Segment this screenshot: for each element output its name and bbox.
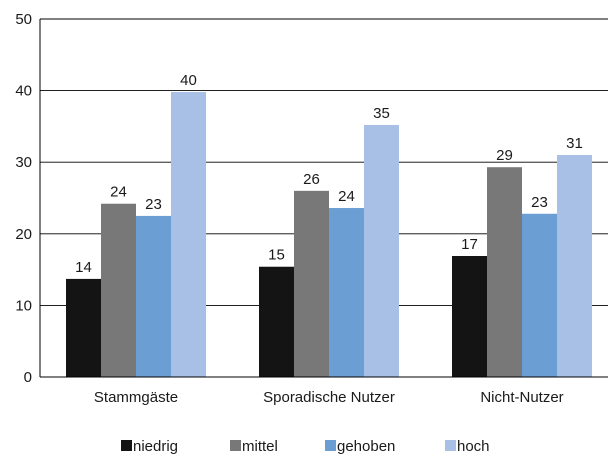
data-label: 29 <box>496 147 513 164</box>
x-category-label: Nicht-Nutzer <box>480 389 563 406</box>
data-label: 31 <box>566 135 583 152</box>
axes <box>39 19 608 378</box>
y-tick-label: 10 <box>15 297 32 314</box>
legend-label-niedrig: niedrig <box>133 438 178 455</box>
legend-swatch-gehoben <box>325 440 336 451</box>
x-category-label: Sporadische Nutzer <box>263 389 395 406</box>
legend: niedrig mittel gehoben hoch <box>121 438 490 455</box>
data-label: 23 <box>145 196 162 213</box>
bar-hoch-1 <box>171 92 206 378</box>
bar-niedrig-1 <box>66 278 101 377</box>
y-tick-label: 30 <box>15 154 32 171</box>
legend-label-mittel: mittel <box>242 438 278 455</box>
bar-niedrig-2 <box>259 266 294 377</box>
legend-label-hoch: hoch <box>457 438 490 455</box>
y-tick-label: 40 <box>15 83 32 100</box>
data-label: 14 <box>75 259 92 276</box>
y-tick-label: 0 <box>24 369 32 386</box>
bar-gehoben-2 <box>329 208 364 377</box>
data-label: 35 <box>373 105 390 122</box>
data-label: 24 <box>338 188 355 205</box>
bar-hoch-3 <box>557 155 592 377</box>
data-label: 26 <box>303 171 320 188</box>
legend-swatch-mittel <box>230 440 241 451</box>
data-label: 17 <box>461 236 478 253</box>
bar-mittel-1 <box>101 203 136 377</box>
x-axis-categories: Stammgäste Sporadische Nutzer Nicht-Nutzer <box>94 389 564 406</box>
x-category-label: Stammgäste <box>94 389 178 406</box>
y-axis-ticks: 0 10 20 30 40 50 <box>15 11 32 386</box>
data-label: 23 <box>531 194 548 211</box>
bar-mittel-3 <box>487 167 522 377</box>
data-labels: 14 24 23 40 15 26 24 35 17 29 23 31 <box>75 72 583 276</box>
data-label: 15 <box>268 247 285 264</box>
bar-mittel-2 <box>294 190 329 377</box>
y-tick-label: 50 <box>15 11 32 28</box>
data-label: 24 <box>110 184 127 201</box>
legend-swatch-niedrig <box>121 440 132 451</box>
y-tick-label: 20 <box>15 226 32 243</box>
legend-swatch-hoch <box>445 440 456 451</box>
bar-gehoben-1 <box>136 215 171 377</box>
legend-label-gehoben: gehoben <box>337 438 395 455</box>
bar-gehoben-3 <box>522 213 557 377</box>
bars <box>66 92 592 378</box>
bar-niedrig-3 <box>452 255 487 377</box>
bar-hoch-2 <box>364 124 399 377</box>
data-label: 40 <box>180 72 197 89</box>
